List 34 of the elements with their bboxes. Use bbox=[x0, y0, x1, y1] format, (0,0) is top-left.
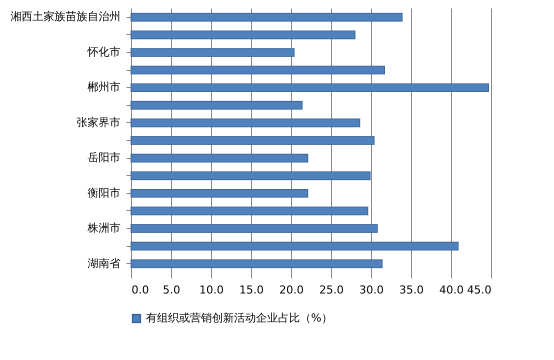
bar bbox=[130, 206, 368, 216]
x-tick-label: 25.0 bbox=[319, 284, 344, 296]
y-tick-label: 衡阳市 bbox=[88, 186, 120, 200]
x-tick-label: 5.0 bbox=[162, 284, 180, 296]
bar bbox=[130, 171, 371, 180]
bar bbox=[130, 66, 385, 74]
y-tick-label: 湘西土家族苗族自治州 bbox=[10, 10, 120, 24]
y-tick-label: 怀化市 bbox=[86, 45, 120, 58]
x-tick-label: 20.0 bbox=[279, 284, 304, 296]
bar bbox=[130, 12, 403, 22]
bar bbox=[130, 188, 308, 198]
x-tick-label: 30.0 bbox=[359, 284, 384, 296]
x-tick-label: 0.0 bbox=[132, 284, 149, 296]
y-tick-label: 湖南省 bbox=[88, 256, 120, 270]
x-tick-label: 10.0 bbox=[199, 284, 224, 296]
bar bbox=[130, 48, 295, 57]
bar bbox=[130, 118, 360, 128]
bar bbox=[130, 242, 459, 251]
y-tick-label: 张家界市 bbox=[76, 116, 120, 129]
x-tick-label: 45.0 bbox=[467, 284, 492, 296]
y-tick-label: 株洲市 bbox=[86, 222, 120, 235]
x-tick-label: 40.0 bbox=[439, 284, 464, 296]
bar bbox=[130, 100, 303, 110]
y-tick-label: 岳阳市 bbox=[88, 151, 120, 164]
y-tick-label: 郴州市 bbox=[88, 80, 120, 94]
bar bbox=[130, 224, 378, 233]
bar bbox=[130, 259, 383, 268]
bar bbox=[130, 154, 308, 162]
bar bbox=[130, 30, 356, 40]
x-tick-label: 15.0 bbox=[239, 284, 264, 296]
bar bbox=[130, 83, 489, 92]
bar bbox=[130, 136, 375, 145]
x-tick-label: 35.0 bbox=[399, 284, 424, 296]
legend-label: 有组织或营销创新活动企业占比（%） bbox=[146, 312, 332, 324]
